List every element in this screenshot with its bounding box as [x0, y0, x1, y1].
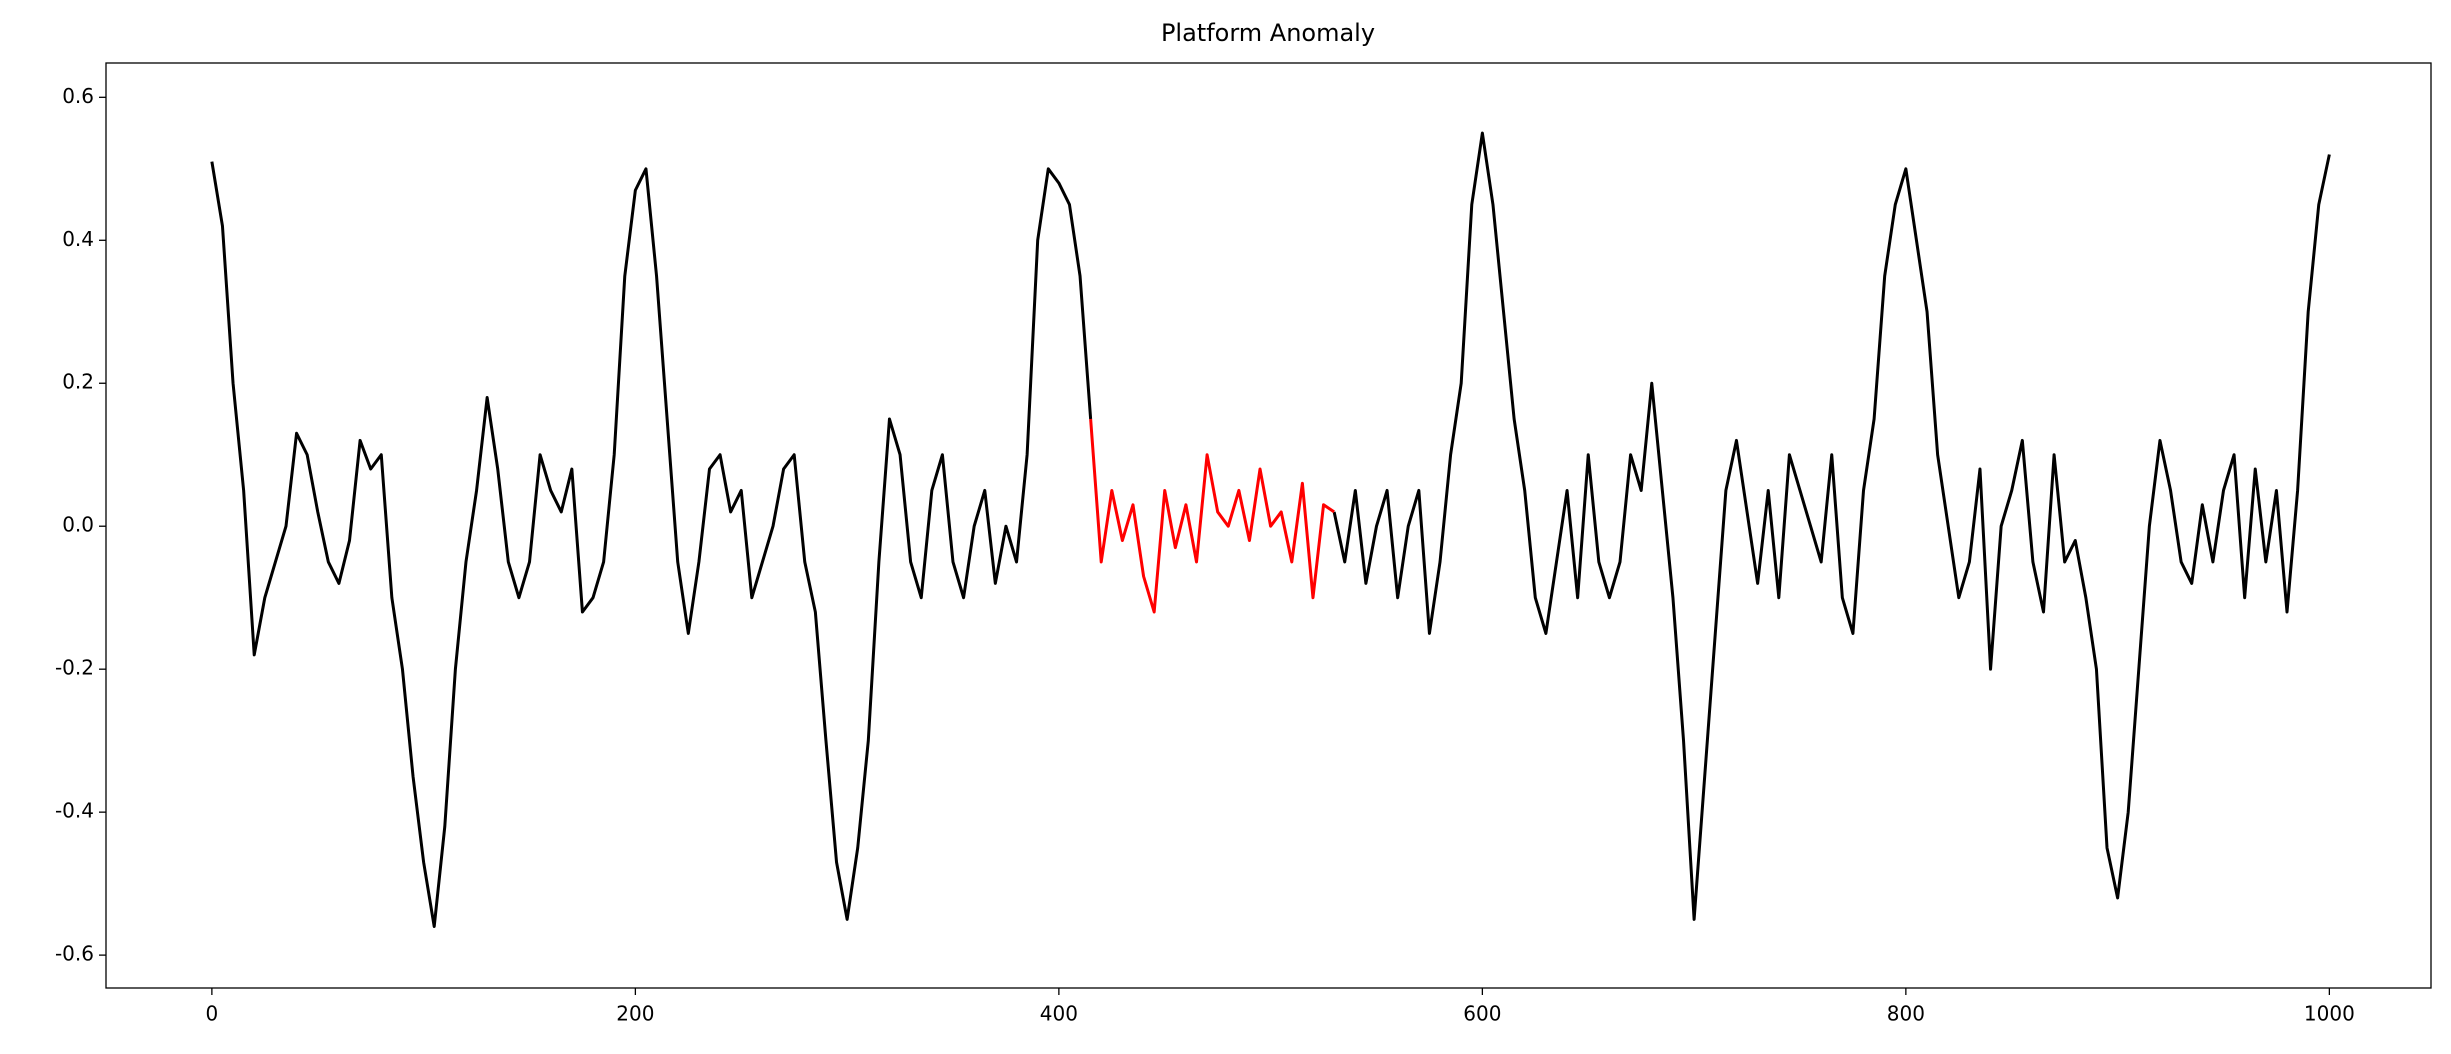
y-tick-label: -0.4 [55, 799, 94, 823]
chart-title: Platform Anomaly [1161, 19, 1375, 47]
x-tick-label: 0 [206, 1002, 219, 1026]
line-series [1089, 418, 1335, 614]
x-tick-label: 1000 [2304, 1002, 2355, 1026]
line-series [210, 131, 2331, 929]
y-tick-label: -0.2 [55, 656, 94, 680]
x-tick-label: 200 [616, 1002, 654, 1026]
y-tick-label: 0.6 [62, 84, 94, 108]
x-tick-label: 400 [1040, 1002, 1078, 1026]
y-tick-label: 0.4 [62, 227, 94, 251]
x-tick-label: 800 [1887, 1002, 1925, 1026]
plot-frame [105, 62, 2432, 989]
y-tick-label: -0.6 [55, 942, 94, 966]
y-tick-label: 0.0 [62, 513, 94, 537]
y-tick-label: 0.2 [62, 370, 94, 394]
x-tick-label: 600 [1463, 1002, 1501, 1026]
